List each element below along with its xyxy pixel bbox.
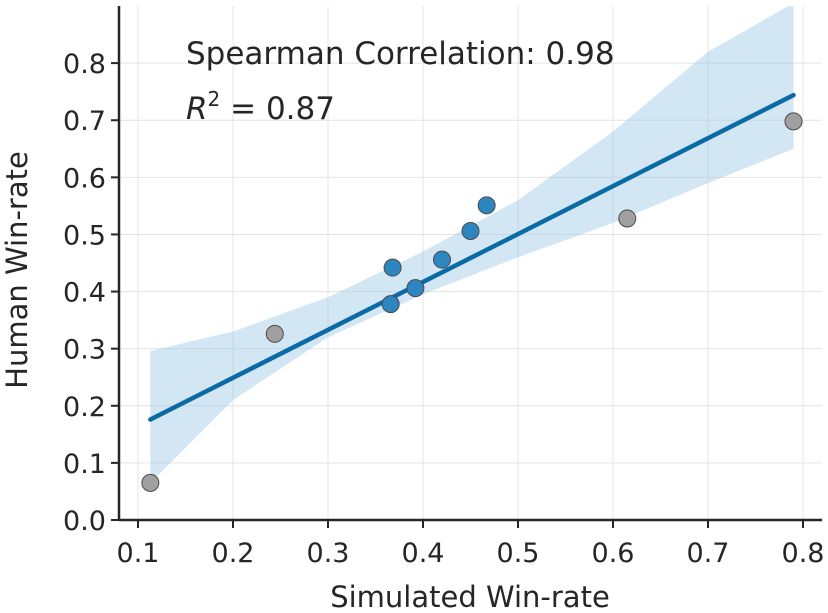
y-tick-label-1: 0.1 [63,449,106,480]
y-tick-label-7: 0.7 [63,106,106,137]
x-tick-label-4: 0.5 [497,538,540,569]
data-points [141,112,803,492]
gray-point-1 [265,324,284,343]
gray-point-0 [141,473,160,492]
gray-point-3 [784,112,803,131]
spearman-annotation: Spearman Correlation: 0.98 [186,36,615,72]
y-axis-title: Human Win-rate [0,151,34,389]
r2-annotation: R2 = 0.87 [186,87,335,127]
x-tick-label-3: 0.4 [402,538,445,569]
r2-symbol: R [186,91,208,127]
axes: 0.0 0.1 0.2 0.3 0.4 0.5 0.6 0.7 0.8 0.1 0.2 0.3 0.4 0… [63,6,824,569]
blue-point-5 [477,196,496,215]
r2-exponent: 2 [208,87,221,111]
y-tick-label-8: 0.8 [63,49,106,80]
r2-value: = 0.87 [220,91,335,127]
x-tick-label-0: 0.1 [117,538,160,569]
x-tick-label-2: 0.3 [307,538,350,569]
blue-point-0 [381,295,400,314]
y-tick-label-3: 0.3 [63,335,106,366]
confidence-band-layer [150,6,794,483]
x-tick-label-1: 0.2 [212,538,255,569]
blue-point-1 [383,258,402,277]
y-tick-label-0: 0.0 [63,506,106,537]
y-tick-label-4: 0.4 [63,278,106,309]
confidence-band [150,6,794,483]
blue-point-4 [461,222,480,241]
regression-line-layer [148,92,796,422]
blue-point-3 [433,250,451,269]
x-axis-title: Simulated Win-rate [330,580,610,613]
x-tick-label-5: 0.6 [592,538,635,569]
gray-point-2 [618,209,637,228]
y-tick-label-5: 0.5 [63,220,106,251]
blue-point-2 [406,279,425,298]
y-tick-label-6: 0.6 [63,163,106,194]
y-tick-label-2: 0.2 [63,392,106,423]
regression-line [148,92,796,422]
x-tick-label-6: 0.7 [687,538,730,569]
x-tick-label-7: 0.8 [782,538,825,569]
